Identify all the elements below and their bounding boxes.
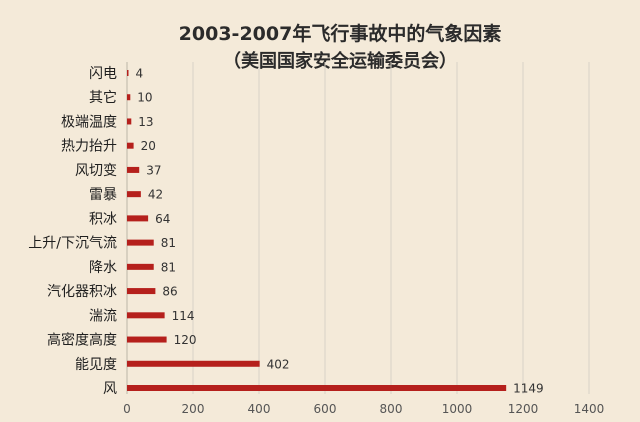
category-label: 极端温度: [61, 114, 117, 130]
chart-title: 2003-2007年飞行事故中的气象因素: [179, 22, 502, 45]
x-axis-ticks: 0 200 400 600 800 1000 1200 1400: [123, 402, 604, 416]
bar: [127, 166, 140, 173]
x-tick-label: 200: [182, 402, 205, 416]
bar: [127, 312, 165, 319]
bar: [127, 70, 129, 76]
bar: [127, 385, 507, 391]
category-label: 风切变: [75, 163, 117, 179]
value-label: 81: [161, 260, 176, 274]
bar: [127, 191, 141, 198]
category-label: 能见度: [75, 357, 117, 373]
x-tick-label: 0: [123, 402, 131, 416]
bar: [127, 94, 131, 101]
category-label: 其它: [89, 89, 117, 106]
x-tick-label: 600: [314, 402, 337, 416]
category-label: 上升/下沉气流: [28, 236, 117, 252]
value-label: 120: [174, 333, 197, 347]
category-label: 湍流: [89, 308, 117, 324]
chart-subtitle: （美国国家安全运输委员会）: [223, 50, 457, 72]
x-tick-label: 800: [380, 402, 403, 416]
bar: [127, 142, 134, 149]
value-label: 86: [162, 285, 177, 299]
x-tick-label: 1200: [508, 402, 539, 416]
category-label: 雷暴: [89, 187, 117, 203]
bar: [127, 336, 167, 343]
x-tick-label: 400: [248, 402, 271, 416]
bar: [127, 288, 156, 295]
value-label: 64: [155, 212, 170, 226]
category-label: 汽化器积冰: [47, 284, 117, 300]
x-tick-label: 1000: [442, 402, 473, 416]
value-label: 20: [141, 139, 156, 153]
category-label: 积冰: [89, 211, 117, 227]
category-label: 热力抬升: [61, 139, 117, 155]
value-label: 37: [146, 163, 161, 177]
bar: [127, 263, 154, 270]
value-label: 114: [172, 309, 195, 323]
bar: [127, 360, 260, 367]
bars: [127, 70, 507, 391]
gridlines: [126, 62, 590, 394]
value-label: 13: [138, 115, 153, 129]
value-label: 4: [136, 67, 144, 81]
bar: [127, 239, 154, 246]
value-label: 1149: [513, 382, 544, 396]
value-label: 402: [267, 357, 290, 371]
bar: [127, 215, 149, 222]
category-label: 降水: [89, 260, 117, 276]
category-label: 高密度高度: [47, 332, 117, 349]
category-labels: 闪电 4 其它 10 极端温度 13 热力抬升 20 风切变 37 雷暴 42 积冰 64 上升/下沉气流 8…: [28, 66, 543, 397]
category-label: 风: [103, 381, 117, 397]
x-tick-label: 1400: [574, 402, 605, 416]
bar: [127, 118, 132, 125]
value-label: 10: [137, 91, 152, 105]
value-label: 42: [148, 188, 163, 202]
category-label: 闪电: [89, 66, 117, 82]
value-label: 81: [161, 236, 176, 250]
